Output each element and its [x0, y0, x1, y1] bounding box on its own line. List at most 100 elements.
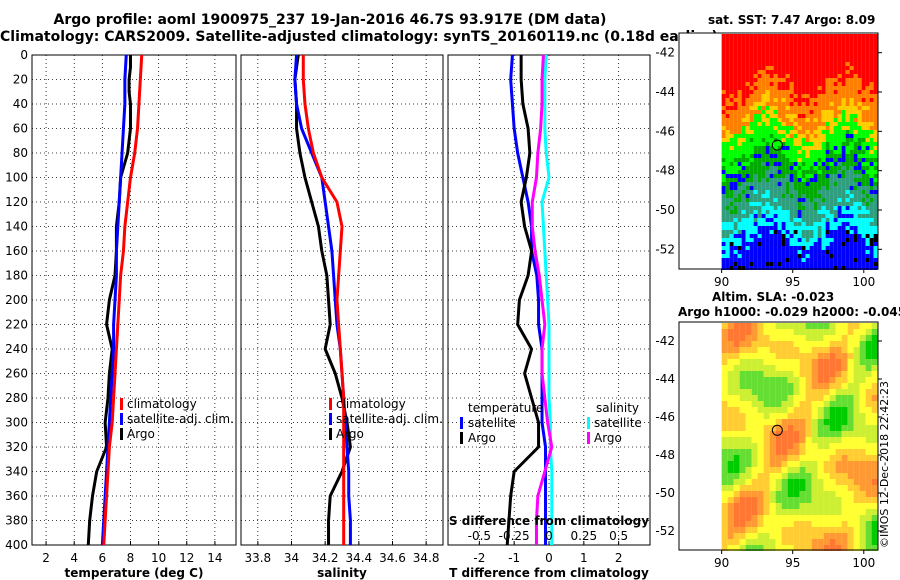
- map-cell: [757, 46, 762, 50]
- map-cell: [841, 210, 846, 214]
- map-cell: [773, 86, 778, 90]
- map-cell: [737, 102, 742, 106]
- map-cell: [829, 62, 834, 66]
- map-cell: [821, 198, 826, 202]
- map-cell: [781, 238, 786, 242]
- map-cell: [745, 122, 750, 126]
- legend-label: Argo: [127, 427, 155, 441]
- map-cell: [823, 479, 830, 485]
- map-cell: [745, 138, 750, 142]
- map-cell: [799, 371, 806, 377]
- map-cell: [761, 102, 766, 106]
- map-cell: [869, 222, 874, 226]
- map-cell: [761, 206, 766, 210]
- map-cell: [805, 230, 810, 234]
- map-cell: [769, 377, 776, 383]
- map-cell: [745, 329, 752, 335]
- map-cell: [817, 242, 822, 246]
- map-cell: [833, 66, 838, 70]
- map-cell: [749, 126, 754, 130]
- map-cell: [873, 162, 878, 166]
- map-cell: [739, 449, 746, 455]
- map-cell: [817, 479, 824, 485]
- map-cell: [857, 206, 862, 210]
- x-tick-label: 34.2: [312, 551, 339, 565]
- map-cell: [751, 395, 758, 401]
- map-cell: [805, 491, 812, 497]
- map-cell: [847, 413, 854, 419]
- legend-swatch: [587, 432, 590, 444]
- map-cell: [829, 419, 836, 425]
- map-cell: [813, 130, 818, 134]
- map-cell: [873, 74, 878, 78]
- map-cell: [837, 62, 842, 66]
- map-cell: [789, 218, 794, 222]
- map-cell: [785, 42, 790, 46]
- map-cell: [825, 98, 830, 102]
- map-cell: [801, 258, 806, 262]
- map-cell: [761, 162, 766, 166]
- map-y-tick-label: -48: [655, 164, 675, 178]
- map-cell: [785, 34, 790, 38]
- map-cell: [769, 371, 776, 377]
- map-cell: [861, 226, 866, 230]
- map-cell: [745, 455, 752, 461]
- map-cell: [777, 106, 782, 110]
- sla-map-title-line2: Argo h1000: -0.029 h2000: -0.045: [678, 305, 900, 319]
- map-cell: [727, 539, 734, 545]
- map-cell: [721, 365, 728, 371]
- map-cell: [857, 90, 862, 94]
- map-cell: [841, 383, 848, 389]
- map-cell: [789, 106, 794, 110]
- map-cell: [769, 194, 774, 198]
- map-cell: [871, 473, 878, 479]
- map-cell: [821, 142, 826, 146]
- map-cell: [757, 545, 764, 551]
- map-cell: [821, 62, 826, 66]
- map-cell: [825, 230, 830, 234]
- map-cell: [757, 142, 762, 146]
- map-cell: [871, 449, 878, 455]
- map-cell: [775, 371, 782, 377]
- map-cell: [835, 455, 842, 461]
- map-cell: [817, 110, 822, 114]
- map-cell: [853, 262, 858, 266]
- map-cell: [821, 126, 826, 130]
- map-cell: [829, 371, 836, 377]
- map-cell: [841, 42, 846, 46]
- map-cell: [811, 521, 818, 527]
- map-cell: [775, 353, 782, 359]
- map-cell: [769, 70, 774, 74]
- map-cell: [817, 467, 824, 473]
- map-cell: [751, 485, 758, 491]
- map-cell: [757, 214, 762, 218]
- map-cell: [793, 158, 798, 162]
- map-cell: [775, 395, 782, 401]
- map-cell: [823, 335, 830, 341]
- map-cell: [837, 78, 842, 82]
- map-cell: [761, 194, 766, 198]
- map-cell: [769, 329, 776, 335]
- map-cell: [809, 138, 814, 142]
- map-cell: [823, 533, 830, 539]
- map-cell: [805, 262, 810, 266]
- map-cell: [857, 66, 862, 70]
- map-cell: [727, 365, 734, 371]
- map-cell: [721, 50, 726, 54]
- map-cell: [765, 34, 770, 38]
- map-cell: [841, 66, 846, 70]
- map-cell: [729, 222, 734, 226]
- map-cell: [769, 473, 776, 479]
- map-cell: [821, 98, 826, 102]
- map-cell: [809, 178, 814, 182]
- map-cell: [865, 266, 870, 270]
- map-cell: [769, 341, 776, 347]
- map-cell: [817, 485, 824, 491]
- map-cell: [793, 242, 798, 246]
- map-cell: [729, 202, 734, 206]
- map-cell: [769, 226, 774, 230]
- map-cell: [793, 126, 798, 130]
- map-cell: [829, 118, 834, 122]
- map-cell: [811, 509, 818, 515]
- map-cell: [805, 102, 810, 106]
